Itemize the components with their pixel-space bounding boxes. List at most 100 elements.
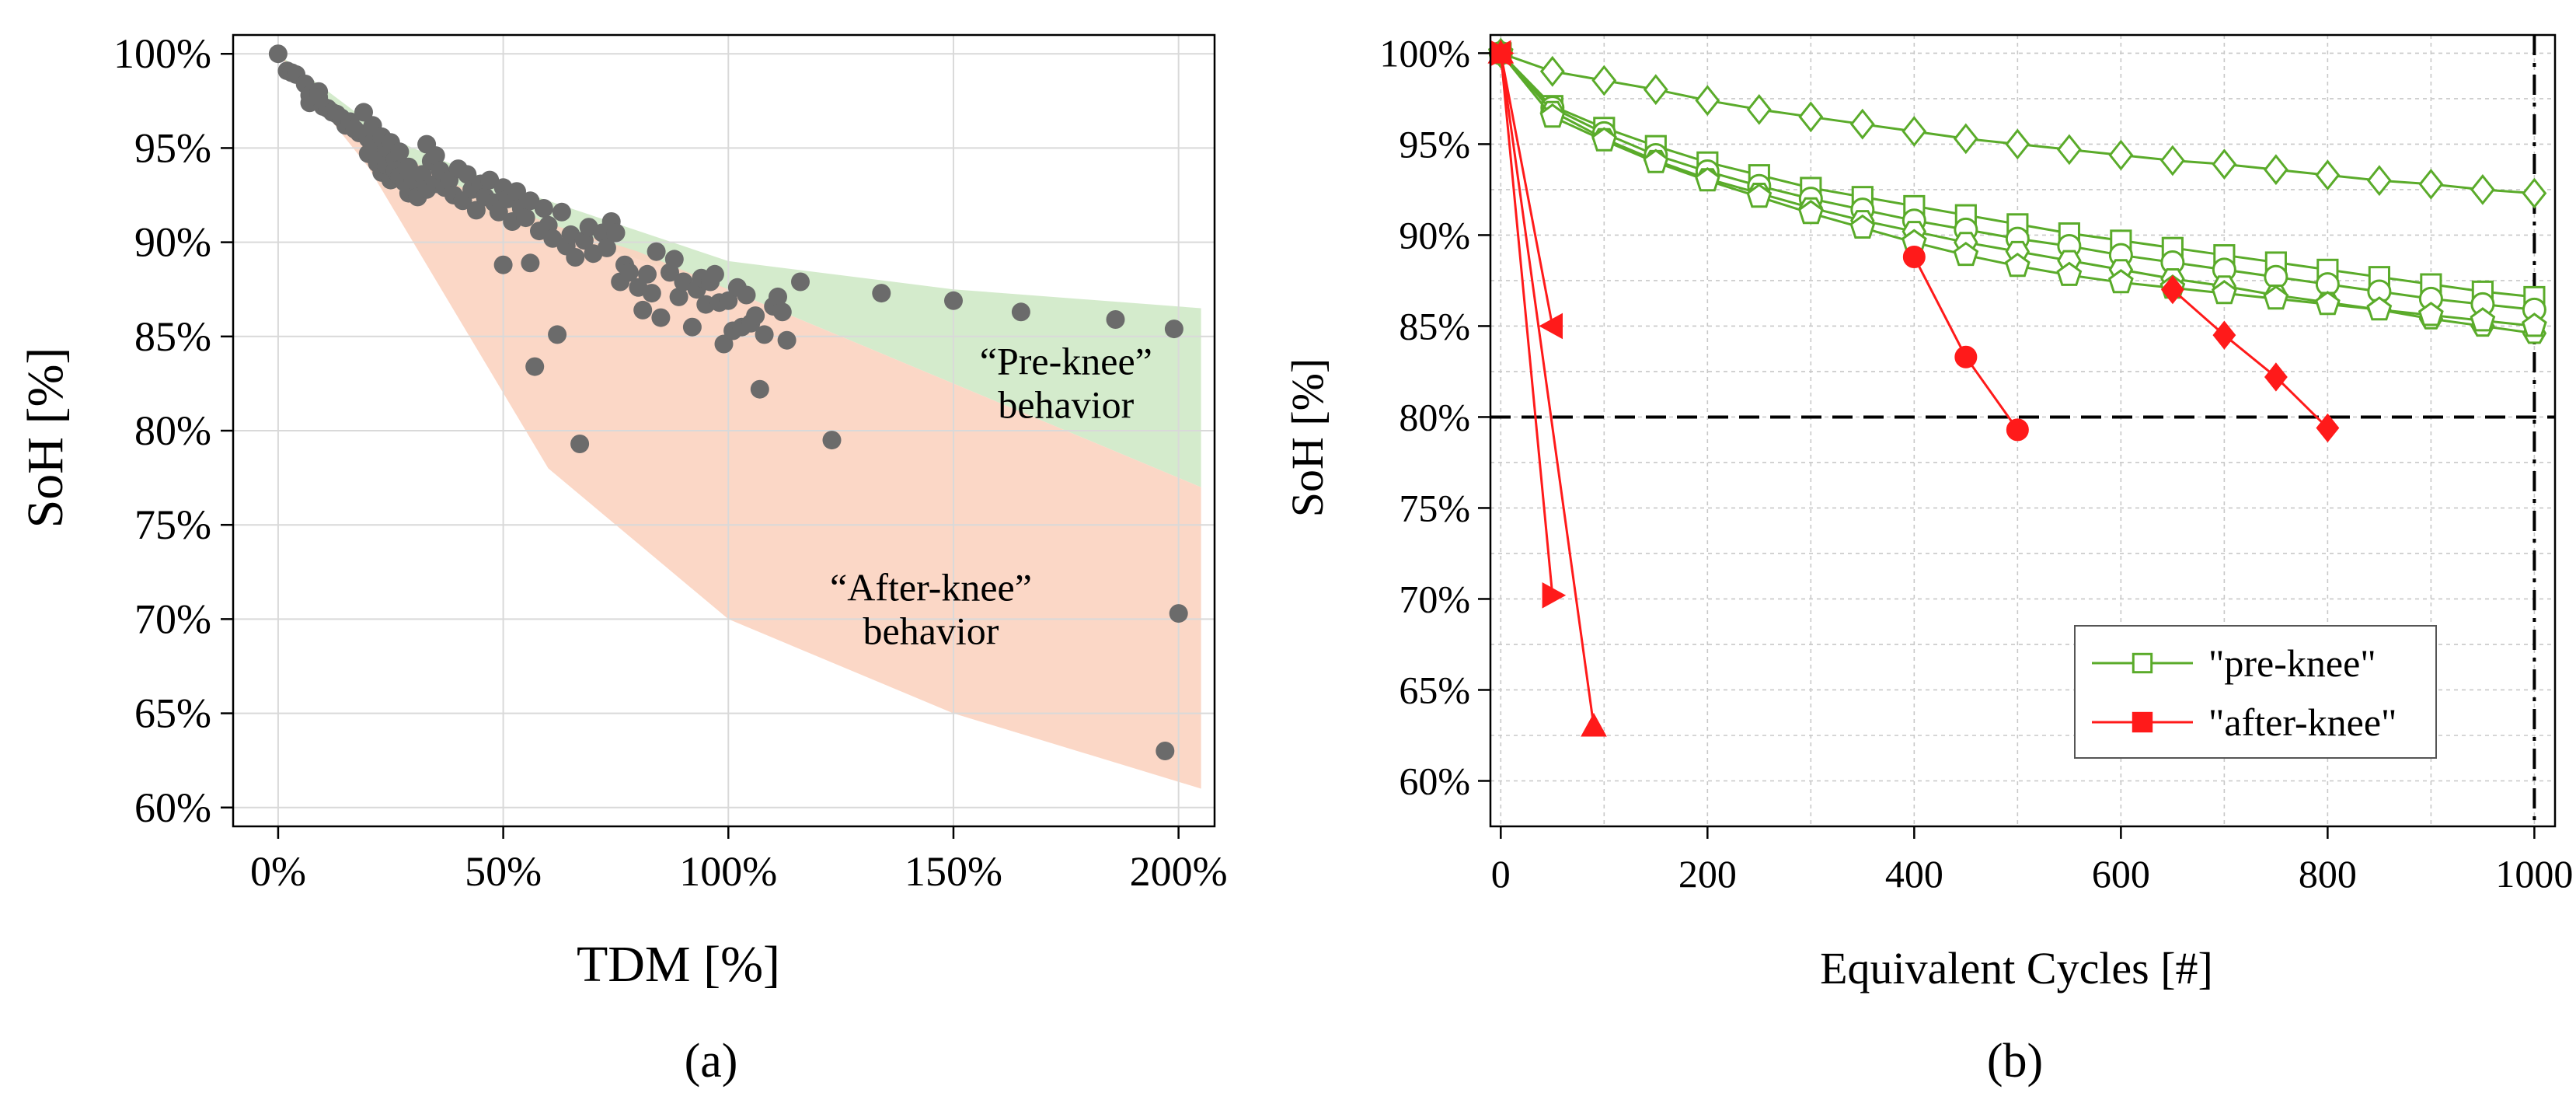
data-point xyxy=(1156,742,1175,760)
data-point xyxy=(534,199,553,218)
panel-a-y-axis-label: SoH [%] xyxy=(17,347,74,529)
data-point xyxy=(737,285,756,305)
series-marker xyxy=(1695,85,1720,117)
series-marker xyxy=(1953,123,1978,155)
data-point xyxy=(413,165,432,184)
data-point xyxy=(489,202,508,222)
series-marker xyxy=(2159,145,2185,176)
panel-a-chart: 0% 50% 100% 150% 200% 60% 65% 70% 75% 80% 85% 90% 95… xyxy=(17,30,1228,1088)
panel-b-series xyxy=(1487,37,2547,737)
series-marker xyxy=(2005,128,2030,160)
series-line xyxy=(1499,53,1554,327)
data-point xyxy=(682,317,702,337)
legend-box xyxy=(2074,625,2437,759)
data-point xyxy=(619,263,639,282)
series-marker xyxy=(2314,291,2341,316)
x-tick-label: 0% xyxy=(250,848,306,895)
panel-b-x-axis-label: Equivalent Cycles [#] xyxy=(1820,943,2213,994)
series-marker xyxy=(2470,307,2496,332)
y-tick-label: 100% xyxy=(113,30,211,77)
series-marker xyxy=(2263,154,2288,186)
y-tick-label: 65% xyxy=(134,690,211,737)
data-point xyxy=(354,103,373,122)
y-tick-label: 85% xyxy=(134,313,211,360)
data-point xyxy=(647,242,666,261)
series-line xyxy=(1499,53,1554,595)
data-point xyxy=(552,202,571,222)
series-marker xyxy=(1953,241,1979,267)
legend-marker xyxy=(2132,711,2153,733)
series-marker xyxy=(2418,168,2444,200)
y-tick-label: 90% xyxy=(134,219,211,266)
y-tick-label: 90% xyxy=(1399,213,1470,257)
y-tick-label: 100% xyxy=(1379,31,1470,75)
legend-marker xyxy=(2132,652,2153,674)
x-tick-label: 50% xyxy=(465,848,542,895)
series-marker xyxy=(1746,93,1772,125)
series-marker xyxy=(2522,177,2547,209)
series-after-knee-triangle-up xyxy=(1487,39,1607,737)
series-marker xyxy=(2056,261,2083,286)
series-marker xyxy=(1643,74,1668,106)
series-marker xyxy=(1539,313,1563,340)
series-after-knee-circle xyxy=(1902,246,2029,442)
series-marker xyxy=(2107,269,2134,294)
x-tick-label: 150% xyxy=(905,848,1002,895)
series-marker xyxy=(1581,712,1607,737)
series-marker xyxy=(2470,173,2495,205)
y-tick-label: 95% xyxy=(134,124,211,171)
panel-b-reference-lines xyxy=(1490,35,2555,826)
series-marker xyxy=(1901,116,1927,147)
panel-b-legend: "pre-knee" "after-knee" xyxy=(2074,625,2437,759)
panel-a-points xyxy=(268,44,1188,760)
series-marker xyxy=(1694,166,1720,192)
series-marker xyxy=(2056,134,2082,166)
series-marker xyxy=(1542,581,1567,609)
y-tick-label: 95% xyxy=(1399,122,1470,166)
y-tick-label: 85% xyxy=(1399,304,1470,347)
series-marker xyxy=(1902,246,1926,269)
panel-b-chart: 0 200 400 600 800 1000 60% 65% 70% 75% 80% 85% 90% 95… xyxy=(1282,31,2573,1088)
data-point xyxy=(1169,604,1188,623)
panel-b-ticks: 0 200 400 600 800 1000 60% 65% 70% 75% 80% 85% 90% 95… xyxy=(1379,31,2573,896)
data-point xyxy=(669,287,688,306)
series-marker xyxy=(2108,139,2134,171)
panel-b-label: (b) xyxy=(1987,1035,2043,1088)
series-marker xyxy=(2366,165,2392,197)
x-tick-label: 100% xyxy=(679,848,777,895)
data-point xyxy=(719,291,738,310)
data-point xyxy=(1164,320,1183,339)
legend-label: "after-knee" xyxy=(2208,700,2396,744)
y-tick-label: 60% xyxy=(1399,759,1470,802)
panel-a-grid xyxy=(233,35,1215,826)
band-pre-knee xyxy=(277,54,1201,487)
series-marker xyxy=(1797,200,1824,225)
series-marker xyxy=(2366,296,2393,321)
x-tick-label: 0 xyxy=(1491,852,1511,896)
x-tick-label: 1000 xyxy=(2495,852,2573,896)
data-point xyxy=(772,302,792,322)
data-point xyxy=(426,146,445,166)
data-point xyxy=(493,255,513,274)
data-point xyxy=(822,431,842,450)
panel-a-ticks: 0% 50% 100% 150% 200% 60% 65% 70% 75% 80% 85% 90% 95… xyxy=(113,30,1228,895)
data-point xyxy=(606,223,626,243)
series-marker xyxy=(2212,320,2236,350)
series-marker xyxy=(2417,302,2444,327)
data-point xyxy=(944,291,963,310)
series-marker xyxy=(2263,285,2289,310)
data-point xyxy=(705,264,724,284)
x-tick-label: 400 xyxy=(1885,852,1943,896)
series-marker xyxy=(1539,55,1565,87)
y-tick-label: 65% xyxy=(1399,668,1470,711)
series-line xyxy=(1499,53,1595,727)
data-point xyxy=(507,182,526,201)
x-tick-label: 200% xyxy=(1130,848,1228,895)
data-point xyxy=(651,308,671,327)
data-point xyxy=(268,44,288,64)
data-point xyxy=(525,357,545,376)
data-point xyxy=(791,272,810,292)
series-marker xyxy=(2211,280,2237,305)
annotation-text: behavior xyxy=(998,382,1134,426)
